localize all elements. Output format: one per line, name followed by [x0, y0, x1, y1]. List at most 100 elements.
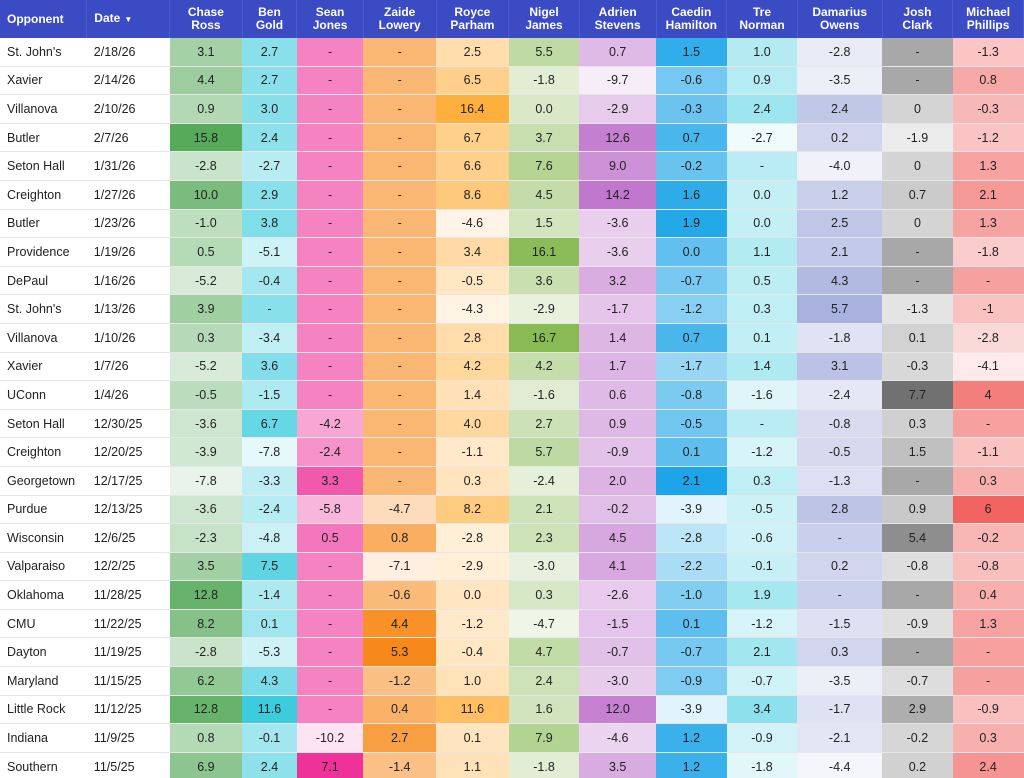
column-header-adrien-stevens[interactable]: Adrien Stevens [579, 0, 657, 38]
value-cell: 1.9 [726, 580, 798, 610]
value-cell: -0.5 [169, 380, 243, 410]
table-row[interactable]: Butler 1/23/26 -1.0 3.8- - -4.6 1.5 -3.6 1.9 0.0 2… [0, 209, 1024, 239]
value-cell: - [726, 151, 798, 181]
table-row[interactable]: Valparaiso 12/2/25 3.5 7.5- -7.1 -2.9 -3.0 4.1-… [0, 552, 1024, 582]
value-cell: 12.8 [169, 695, 243, 725]
column-header-michael-phillips[interactable]: Michael Phillips [952, 0, 1024, 38]
column-header-chase-ross[interactable]: Chase Ross [169, 0, 243, 38]
table-row[interactable]: Oklahoma 11/28/25 12.8 -1.4- -0.6 0.0 0.3 -2.6-… [0, 580, 1024, 610]
date-cell: 1/27/26 [86, 180, 170, 210]
value-cell: 0.5 [726, 266, 798, 296]
table-row[interactable]: Little Rock 11/12/25 12.8 11.6-0.4 11.6 1.6 12… [0, 695, 1024, 725]
table-row[interactable]: Seton Hall 1/31/26 -2.8 -2.7- -6.6 7.6 9.0 -0.2… [0, 151, 1024, 181]
table-row[interactable]: Wisconsin 12/6/25 -2.3 -4.8 0.5 0.8 -2.8 2.3 4.5… [0, 523, 1024, 553]
value-cell: -0.3 [656, 94, 727, 124]
column-header-josh-clark[interactable]: Josh Clark [882, 0, 954, 38]
value-cell: -4.4 [797, 752, 883, 778]
column-header-zaide-lowery[interactable]: Zaide Lowery [363, 0, 437, 38]
value-cell: -1.7 [579, 294, 657, 324]
table-row[interactable]: Butler 2/7/26 15.8 2.4- -6.7 3.7 12.6 0.7 -2.7 0.… [0, 123, 1024, 153]
value-cell: -2.4 [296, 437, 364, 467]
table-row[interactable]: Dayton 11/19/25 -2.8 -5.3-5.3 -0.4 4.7 -0.7 -0.… [0, 637, 1024, 668]
value-cell: - [363, 237, 437, 267]
value-cell: -2.6 [579, 580, 657, 610]
value-cell: -1.8 [726, 752, 798, 778]
opponent-cell: Villanova [0, 94, 87, 124]
value-cell: 0.3 [882, 409, 953, 439]
column-header-label: Zaide Lowery [378, 5, 421, 32]
date-cell: 2/10/26 [86, 94, 170, 124]
table-row[interactable]: Providence 1/19/26 0.5 -5.1- -3.4 16.1 -3.6 0.0… [0, 237, 1024, 267]
table-row[interactable]: St. John's 1/13/26 3.9- - - -4.3 -2.9 -1.7 -1.2 0… [0, 294, 1024, 324]
table-row[interactable]: Xavier 2/14/26 4.4 2.7- -6.5 -1.8 -9.7 -0.6 0.9-… [0, 66, 1024, 96]
column-header-sean-jones[interactable]: Sean Jones [296, 0, 364, 38]
value-cell: 2.4 [242, 123, 297, 153]
column-header-date[interactable]: Date ▼ [86, 0, 171, 38]
column-header-caedin-hamilton[interactable]: Caedin Hamilton [656, 0, 728, 38]
table-row[interactable]: Indiana 11/9/25 0.8 -0.1 -10.2 2.7 0.1 7.9 -4.6 1… [0, 723, 1024, 753]
column-header-nigel-james[interactable]: Nigel James [508, 0, 580, 38]
table-row[interactable]: Seton Hall 12/30/25 -3.6 6.7 -4.2-4.0 2.7 0.9-… [0, 409, 1024, 439]
table-row[interactable]: Georgetown 12/17/25 -7.8 -3.3 3.3-0.3 -2.4 2.0… [0, 466, 1024, 496]
column-header-ben-gold[interactable]: Ben Gold [242, 0, 298, 38]
value-cell: -4.7 [508, 609, 580, 639]
table-row[interactable]: DePaul 1/16/26 -5.2 -0.4- - -0.5 3.6 3.2 -0.7 0.5… [0, 266, 1024, 296]
column-header-tre-norman[interactable]: Tre Norman [726, 0, 798, 38]
value-cell: -4.0 [797, 151, 883, 181]
value-cell: -0.4 [242, 266, 297, 296]
table-row[interactable]: Villanova 1/10/26 0.3 -3.4- -2.8 16.7 1.4 0.7 0.… [0, 323, 1024, 353]
table-row[interactable]: Creighton 12/20/25 -3.9 -7.8 -2.4- -1.1 5.7 -0.… [0, 437, 1024, 467]
table-row[interactable]: Xavier 1/7/26 -5.2 3.6- -4.2 4.2 1.7 -1.7 1.4 3.1… [0, 352, 1024, 382]
opponent-cell: Oklahoma [0, 580, 87, 610]
value-cell: 0.8 [952, 66, 1024, 96]
table-row[interactable]: Purdue 12/13/25 -3.6 -2.4 -5.8 -4.7 8.2 2.1 -0.2… [0, 495, 1024, 525]
value-cell: 11.6 [436, 695, 509, 725]
value-cell: -2.1 [797, 723, 883, 753]
opponent-cell: Purdue [0, 495, 87, 525]
date-cell: 2/7/26 [86, 123, 170, 153]
date-cell: 2/14/26 [86, 66, 170, 96]
date-cell: 1/19/26 [86, 237, 170, 267]
table-row[interactable]: Southern 11/5/25 6.9 2.4 7.1 -1.4 1.1 -1.8 3.5 1.… [0, 752, 1024, 778]
column-header-royce-parham[interactable]: Royce Parham [436, 0, 510, 38]
value-cell: 4.2 [508, 352, 580, 382]
value-cell: -0.5 [797, 437, 883, 467]
column-header-label: Tre Norman [739, 5, 785, 32]
value-cell: 6.7 [436, 123, 509, 153]
table-row[interactable]: Creighton 1/27/26 10.0 2.9- -8.6 4.5 14.2 1.6 0.… [0, 180, 1024, 210]
column-header-opponent[interactable]: Opponent [0, 0, 88, 38]
value-cell: -2.9 [508, 294, 580, 324]
column-header-damarius-owens[interactable]: Damarius Owens [797, 0, 883, 38]
date-cell: 1/4/26 [86, 380, 170, 410]
table-row[interactable]: St. John's 2/18/26 3.1 2.7- -2.5 5.5 0.7 1.5 1.0… [0, 38, 1024, 67]
value-cell: -3.6 [579, 209, 657, 239]
value-cell: 12.0 [579, 695, 657, 725]
value-cell: - [242, 294, 297, 324]
value-cell: - [296, 151, 364, 181]
opponent-cell: Villanova [0, 323, 87, 353]
table-row[interactable]: Maryland 11/15/25 6.2 4.3- -1.2 1.0 2.4 -3.0 -0.… [0, 666, 1024, 696]
value-cell: 2.8 [797, 495, 883, 525]
sort-descending-icon[interactable]: ▼ [124, 15, 133, 24]
value-cell: -1.9 [882, 123, 953, 153]
table-row[interactable]: CMU 11/22/25 8.2 0.1-4.4 -1.2 -4.7 -1.5 0.1 -1.2… [0, 609, 1024, 639]
value-cell: - [363, 437, 437, 467]
value-cell: 2.1 [952, 180, 1024, 210]
value-cell: 2.9 [242, 180, 297, 210]
value-cell: 0.1 [882, 323, 953, 353]
value-cell: 2.3 [508, 523, 580, 553]
table-row[interactable]: UConn 1/4/26 -0.5 -1.5- -1.4 -1.6 0.6 -0.8 -1.6-… [0, 380, 1024, 410]
value-cell: 0.9 [726, 66, 798, 96]
date-cell: 1/7/26 [86, 352, 170, 382]
value-cell: 3.1 [797, 352, 883, 382]
date-cell: 1/23/26 [86, 209, 170, 239]
value-cell: 10.0 [169, 180, 243, 210]
value-cell: -0.7 [726, 666, 798, 696]
value-cell: -0.9 [882, 609, 953, 639]
column-header-label: Ben Gold [255, 5, 284, 32]
value-cell: -2.8 [169, 151, 243, 181]
value-cell: 1.5 [508, 209, 580, 239]
table-row[interactable]: Villanova 2/10/26 0.9 3.0- -16.4 0.0 -2.9 -0.3 2… [0, 94, 1024, 124]
value-cell: -0.7 [656, 637, 727, 668]
